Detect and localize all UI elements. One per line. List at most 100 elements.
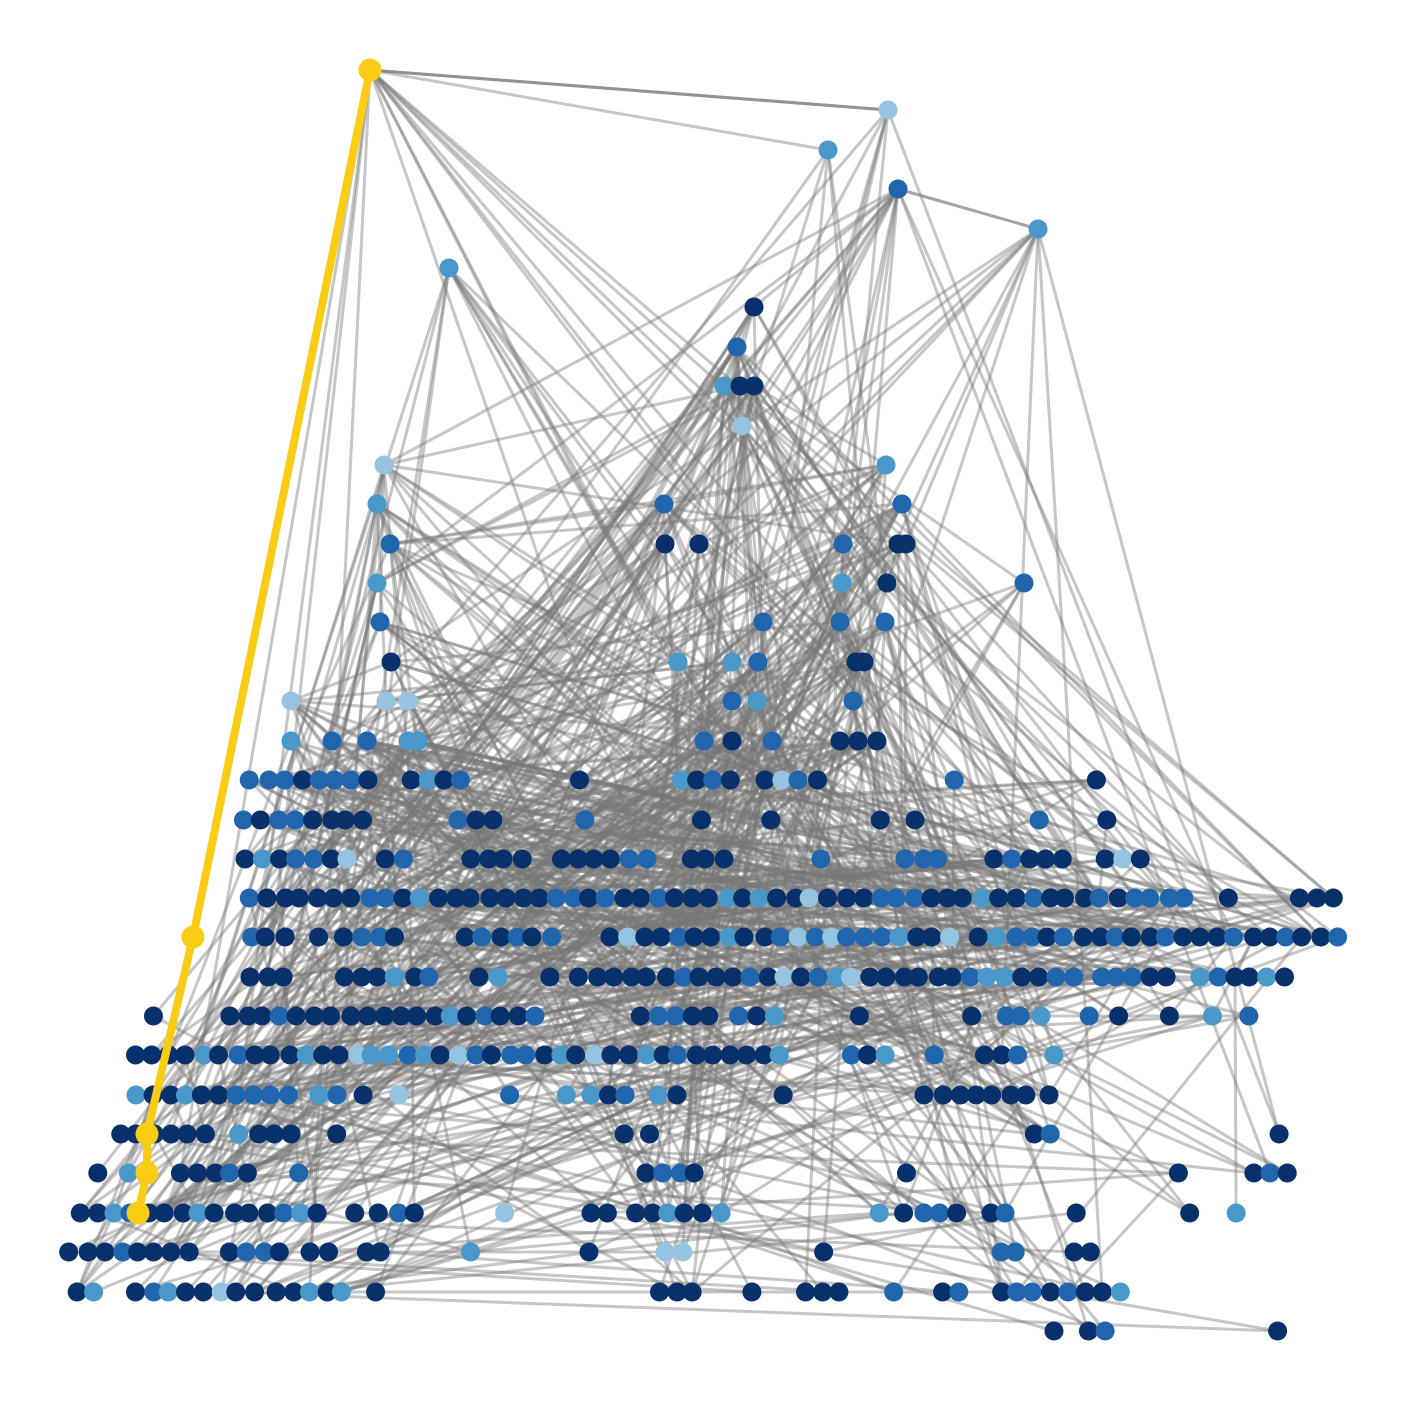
edge xyxy=(645,1093,925,1175)
edge xyxy=(447,266,858,664)
node xyxy=(1014,573,1034,593)
edge xyxy=(333,227,1039,782)
node xyxy=(407,1006,427,1026)
edge xyxy=(96,346,739,1174)
edge xyxy=(247,385,756,1214)
node xyxy=(1024,1124,1044,1144)
node xyxy=(933,1085,953,1105)
node xyxy=(1155,927,1175,947)
node xyxy=(1040,1124,1060,1144)
node xyxy=(924,1045,944,1065)
edge xyxy=(410,778,771,822)
node xyxy=(837,927,857,947)
edge xyxy=(379,620,773,743)
edge xyxy=(454,306,756,899)
node xyxy=(1029,810,1049,830)
edge xyxy=(260,346,739,1017)
edge xyxy=(753,187,899,309)
edge xyxy=(309,1093,659,1254)
node xyxy=(748,652,768,672)
node xyxy=(1328,927,1348,947)
node xyxy=(335,810,355,830)
node xyxy=(689,967,709,987)
node xyxy=(408,731,428,751)
node xyxy=(551,849,571,869)
edge xyxy=(264,935,373,1057)
node xyxy=(703,770,723,790)
edge xyxy=(217,896,387,1057)
edge xyxy=(823,1211,1006,1254)
node xyxy=(843,691,863,711)
node xyxy=(667,1045,687,1065)
node xyxy=(378,1045,398,1065)
edge xyxy=(407,660,733,743)
edge xyxy=(657,779,715,899)
edge xyxy=(368,68,1235,939)
node xyxy=(341,770,361,790)
node xyxy=(348,1045,368,1065)
edge xyxy=(228,69,372,1174)
node xyxy=(722,652,742,672)
edge xyxy=(290,660,392,703)
node xyxy=(581,1085,601,1105)
node xyxy=(758,967,778,987)
edge xyxy=(331,778,731,822)
edge xyxy=(309,1211,1077,1294)
edge xyxy=(350,778,797,900)
node xyxy=(78,1242,98,1262)
node xyxy=(669,927,689,947)
node xyxy=(564,888,584,908)
edge xyxy=(367,502,903,782)
node xyxy=(1092,1282,1112,1302)
edge xyxy=(344,502,666,822)
node xyxy=(275,927,295,947)
edge xyxy=(366,739,1100,900)
edge xyxy=(369,699,758,900)
node xyxy=(1190,927,1210,947)
node xyxy=(940,927,960,947)
node xyxy=(711,1203,731,1223)
edge xyxy=(365,740,824,1293)
edge xyxy=(366,739,1229,900)
node xyxy=(1121,927,1141,947)
edge xyxy=(369,68,889,112)
edge xyxy=(897,187,1039,231)
node xyxy=(266,1282,286,1302)
edge xyxy=(112,1094,155,1214)
edge xyxy=(267,975,1023,1215)
edge xyxy=(393,188,900,978)
edge xyxy=(268,778,507,900)
edge xyxy=(626,346,739,938)
edge xyxy=(897,187,1039,231)
node xyxy=(1002,849,1022,869)
node xyxy=(649,888,669,908)
edge xyxy=(755,700,887,1056)
node xyxy=(242,927,262,947)
edge xyxy=(379,935,765,1057)
node xyxy=(455,927,475,947)
edge xyxy=(253,620,887,1294)
node xyxy=(905,810,925,830)
node xyxy=(273,967,293,987)
edge xyxy=(572,778,714,900)
edge xyxy=(826,149,889,584)
node xyxy=(626,1203,646,1223)
node xyxy=(674,1203,694,1223)
node xyxy=(1029,967,1049,987)
node xyxy=(1010,1006,1030,1026)
node xyxy=(706,967,726,987)
edge xyxy=(234,543,667,1293)
edge xyxy=(739,384,1025,585)
node xyxy=(324,888,344,908)
node xyxy=(744,376,764,396)
node xyxy=(321,849,341,869)
edge xyxy=(854,661,926,1096)
node xyxy=(1036,849,1056,869)
edge xyxy=(197,739,859,1215)
node xyxy=(289,1163,309,1183)
edge xyxy=(268,739,419,782)
edge xyxy=(740,425,845,545)
node xyxy=(317,1282,337,1302)
node xyxy=(208,1045,228,1065)
